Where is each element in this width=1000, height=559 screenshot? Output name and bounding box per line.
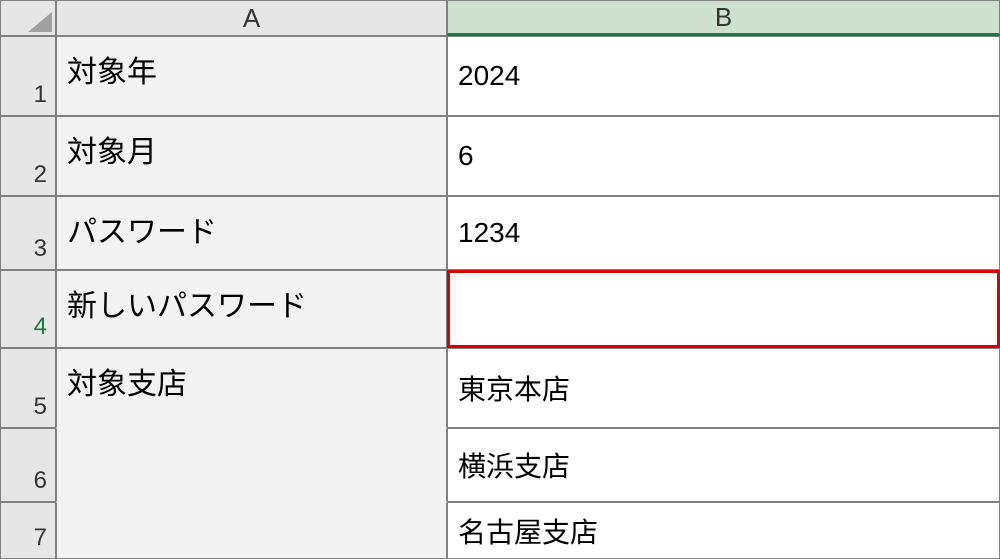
cell-A7[interactable]: [56, 502, 447, 559]
cell-A5[interactable]: 対象支店: [56, 348, 447, 428]
spreadsheet-grid[interactable]: AB1対象年20242対象月63パスワード12344新しいパスワード5対象支店東…: [0, 0, 1000, 559]
cell-B4[interactable]: [447, 270, 1000, 348]
cell-B6[interactable]: 横浜支店: [447, 428, 1000, 502]
cell-A1[interactable]: 対象年: [56, 36, 447, 116]
cell-B3[interactable]: 1234: [447, 196, 1000, 270]
column-header-A[interactable]: A: [56, 0, 447, 36]
cell-B1[interactable]: 2024: [447, 36, 1000, 116]
cell-B5[interactable]: 東京本店: [447, 348, 1000, 428]
column-header-B[interactable]: B: [447, 0, 1000, 36]
row-header-5[interactable]: 5: [0, 348, 56, 428]
row-header-4[interactable]: 4: [0, 270, 56, 348]
cell-A2[interactable]: 対象月: [56, 116, 447, 196]
cell-B7[interactable]: 名古屋支店: [447, 502, 1000, 559]
row-header-3[interactable]: 3: [0, 196, 56, 270]
cell-A3[interactable]: パスワード: [56, 196, 447, 270]
cell-A6[interactable]: [56, 428, 447, 502]
cell-B2[interactable]: 6: [447, 116, 1000, 196]
select-all-corner[interactable]: [0, 0, 56, 36]
cell-A4[interactable]: 新しいパスワード: [56, 270, 447, 348]
row-header-1[interactable]: 1: [0, 36, 56, 116]
row-header-2[interactable]: 2: [0, 116, 56, 196]
row-header-7[interactable]: 7: [0, 502, 56, 559]
row-header-6[interactable]: 6: [0, 428, 56, 502]
